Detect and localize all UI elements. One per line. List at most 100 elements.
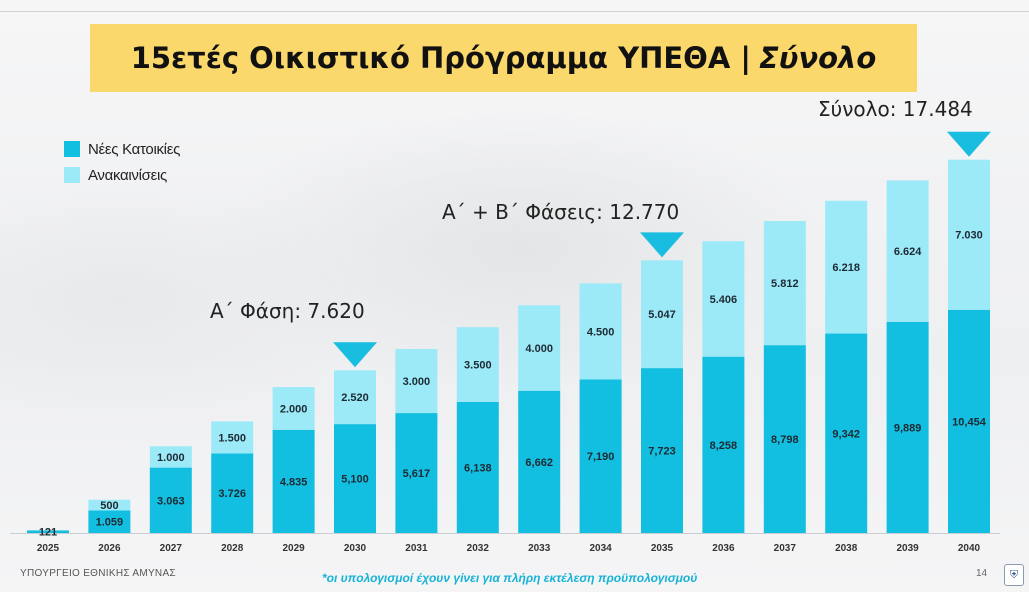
page-number: 14 (976, 568, 988, 579)
x-tick-label-2035: 2035 (651, 543, 674, 554)
x-tick-label-2034: 2034 (589, 543, 612, 554)
bar-renov-2032 (456, 327, 499, 402)
data-label-new-2034: 7,190 (587, 451, 615, 463)
chart-legend: Νέες Κατοικίες Ανακαινίσεις (64, 136, 180, 188)
data-label-renov-2036: 5.406 (710, 294, 738, 306)
bar-renov-2030 (334, 370, 376, 425)
bar-new-2038 (825, 333, 868, 533)
x-tick-label-2027: 2027 (160, 543, 183, 554)
data-label-new-2035: 7,723 (648, 446, 676, 458)
bar-new-2026 (88, 510, 131, 533)
data-label-renov-2039: 6.624 (894, 246, 922, 258)
data-label-renov-2032: 3.500 (464, 360, 492, 372)
data-label-new-2029: 4.835 (280, 476, 308, 488)
data-label-renov-2040: 7.030 (955, 230, 983, 242)
bar-renov-2027 (149, 446, 192, 468)
x-tick-label-2033: 2033 (528, 543, 551, 554)
bar-renov-2034 (579, 283, 622, 380)
legend-swatch-new (64, 141, 80, 157)
bar-new-2039 (886, 321, 929, 533)
data-label-new-2027: 3.063 (157, 495, 185, 507)
data-label-renov-2038: 6.218 (832, 262, 860, 274)
data-label-new-2037: 8,798 (771, 434, 799, 446)
ministry-name: ΥΠΟΥΡΓΕΙΟ ΕΘΝΙΚΗΣ ΑΜΥΝΑΣ (20, 568, 176, 579)
bar-new-2040 (948, 309, 990, 533)
bar-renov-2039 (886, 180, 929, 322)
bar-renov-2038 (825, 200, 868, 334)
bar-new-2033 (518, 390, 561, 533)
bar-new-2036 (702, 356, 745, 533)
legend-label-new: Νέες Κατοικίες (88, 140, 181, 158)
bar-new-2027 (149, 467, 192, 533)
data-label-renov-2033: 4.000 (525, 343, 553, 355)
legend-item-new: Νέες Κατοικίες (64, 136, 180, 162)
bar-renov-2031 (395, 349, 438, 414)
x-tick-label-2032: 2032 (467, 543, 490, 554)
marker-triangle-2030 (333, 342, 377, 368)
data-label-renov-2034: 4.500 (587, 326, 615, 338)
data-label-renov-2029: 2.000 (280, 403, 308, 415)
x-tick-label-2036: 2036 (712, 543, 735, 554)
marker-triangle-2035 (640, 232, 684, 258)
marker-triangle-2040 (947, 131, 991, 157)
bar-new-2034 (579, 379, 622, 533)
legend-swatch-renov (64, 167, 80, 183)
data-label-renov-2035: 5.047 (648, 309, 676, 321)
x-tick-label-2030: 2030 (344, 543, 367, 554)
data-label-new-2032: 6,138 (464, 462, 492, 474)
data-label-new-2028: 3.726 (218, 488, 246, 500)
data-label-renov-2031: 3.000 (403, 376, 431, 388)
page-title: 15ετές Οικιστικό Πρόγραμμα ΥΠΕΘΑ | (130, 41, 751, 75)
x-tick-label-2028: 2028 (221, 543, 244, 554)
data-label-new-2040: 10,454 (952, 416, 987, 428)
x-tick-label-2029: 2029 (282, 543, 305, 554)
x-tick-label-2038: 2038 (835, 543, 858, 554)
bar-new-2035 (641, 368, 683, 533)
bar-new-2032 (456, 401, 499, 533)
data-label-renov-2028: 1.500 (218, 432, 246, 444)
bar-renov-2026 (88, 499, 131, 511)
data-label-renov-2037: 5.812 (771, 278, 799, 290)
data-label-new-2025: 121 (39, 527, 57, 539)
data-label-new-2036: 8,258 (710, 440, 738, 452)
callout-total: Σύνολο: 17.484 (818, 97, 973, 121)
bar-renov-2035 (641, 260, 683, 369)
bar-new-2028 (211, 453, 254, 533)
bar-new-2037 (763, 345, 806, 533)
x-tick-label-2037: 2037 (774, 543, 797, 554)
top-divider (0, 11, 1029, 12)
bar-renov-2028 (211, 421, 254, 454)
bar-renov-2036 (702, 241, 745, 357)
page-subtitle: Σύνολο (758, 41, 877, 75)
x-tick-label-2039: 2039 (896, 543, 919, 554)
bar-renov-2029 (272, 387, 315, 430)
data-label-renov-2030: 2.520 (341, 392, 369, 404)
data-label-renov-2026: 500 (100, 500, 118, 512)
bar-renov-2040 (948, 159, 990, 310)
x-tick-label-2026: 2026 (98, 543, 121, 554)
callout-phase-ab: Α΄ + Β΄ Φάσεις: 12.770 (442, 200, 680, 224)
data-label-new-2031: 5,617 (403, 468, 431, 480)
x-tick-label-2025: 2025 (37, 543, 60, 554)
callout-phase-a: Α΄ Φάση: 7.620 (210, 299, 365, 323)
data-label-new-2030: 5,100 (341, 474, 369, 486)
footer-note: *οι υπολογισμοί έχουν γίνει για πλήρη εκ… (322, 571, 698, 585)
ministry-emblem-icon: ⛨ (1004, 564, 1024, 586)
data-label-new-2038: 9,342 (832, 428, 860, 440)
data-label-new-2039: 9,889 (894, 422, 922, 434)
data-label-new-2026: 1.059 (96, 517, 124, 529)
bar-new-2030 (334, 424, 376, 533)
bar-renov-2033 (518, 305, 561, 391)
x-tick-label-2040: 2040 (958, 543, 981, 554)
data-label-renov-2027: 1.000 (157, 452, 185, 464)
data-label-new-2033: 6,662 (525, 457, 553, 469)
legend-label-renov: Ανακαινίσεις (88, 166, 167, 184)
title-banner: 15ετές Οικιστικό Πρόγραμμα ΥΠΕΘΑ | Σύνολ… (90, 24, 917, 92)
bar-new-2029 (272, 429, 315, 533)
legend-item-renov: Ανακαινίσεις (64, 162, 180, 188)
bar-new-2025 (27, 530, 69, 533)
bar-new-2031 (395, 413, 438, 533)
bar-renov-2037 (763, 221, 806, 346)
x-tick-label-2031: 2031 (405, 543, 428, 554)
